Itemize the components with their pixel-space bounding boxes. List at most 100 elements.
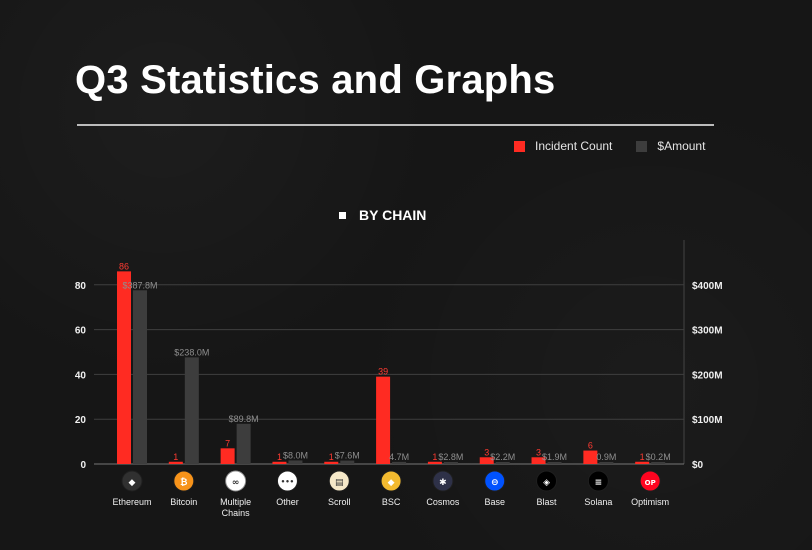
base-icon: ⊖ [484,470,506,492]
data-labels: 86$387.8M1$238.0M7$89.8M1 $8.0M 1 $7.6M394.… [119,261,671,462]
cosmos-icon-circle [432,470,454,492]
chart-legend: Incident Count $Amount [514,139,705,153]
chart-title-marker [339,211,346,219]
bars [117,271,666,464]
multiple-chains-icon-circle [225,470,247,492]
multiple-chains-icon-glyph: ∞ [232,478,240,488]
category-label: Blast [537,497,558,507]
solana-icon: ≡ [587,470,609,492]
blast-icon-circle [536,470,558,492]
incident-count-bar [324,461,339,464]
left-axis-tick-label: 60 [75,326,87,337]
category-label: Optimism [631,497,669,507]
amount-label: 0.9M [596,452,616,462]
cosmos-icon: ✱ [432,470,454,492]
incident-count-label: 3 [536,447,541,457]
amount-bar [184,357,199,464]
chart-title-text: BY CHAIN [359,207,427,223]
solana-icon-circle [587,470,609,492]
incident-count-label: 1 [329,452,334,462]
scroll-icon-glyph: ▤ [335,478,344,488]
amount-label: 4.7M [389,452,409,462]
incident-count-bar [220,448,235,464]
cosmos-icon-glyph: ✱ [439,478,447,488]
right-axis-tick-label: $400M [692,281,723,292]
category-label: Other [276,497,299,507]
legend-label-amount: $Amount [657,139,706,153]
incident-count-bar [635,461,650,464]
amount-label: $238.0M [174,347,209,357]
left-axis-tick-label: 20 [75,415,87,426]
amount-bar [547,462,562,464]
left-axis: 0 20 40 60 80 [75,281,87,471]
other-icon-glyph: ••• [281,478,294,486]
left-axis-tick-label: 0 [80,460,86,471]
amount-bar [599,462,614,464]
left-axis-tick-label: 40 [75,370,87,381]
other-icon-circle [276,470,298,492]
category-label: Cosmos [426,497,460,507]
amount-label: $89.8M [229,414,259,424]
amount-bar [236,423,251,464]
amount-label: $8.0M [283,450,308,460]
legend-label-incident-count: Incident Count [535,139,613,153]
category-label: Multiple [220,497,251,507]
incident-count-label: 1 [173,452,178,462]
amount-bar [340,460,355,464]
blast-icon-glyph: ◈ [543,478,550,488]
incident-count-label: 7 [225,438,230,448]
amount-bar [392,461,407,464]
bsc-icon-glyph: ◆ [388,478,395,488]
bsc-icon-circle [380,470,402,492]
incident-count-label: 86 [119,261,129,271]
amount-bar [443,462,458,464]
bitcoin-icon-circle [173,470,195,492]
amount-label: $2.2M [490,452,515,462]
incident-count-label: 3 [484,447,489,457]
incident-count-label: 6 [588,441,593,451]
ethereum-icon-circle [121,470,143,492]
left-axis-tick-label: 80 [75,281,87,292]
legend-swatch-incident-count [514,140,525,152]
solana-icon-glyph: ≡ [595,478,603,488]
scroll-icon-circle [328,470,350,492]
incident-count-bar [117,271,131,464]
blast-icon: ◈ [536,470,558,492]
chart-title: BY CHAIN [339,207,426,223]
legend-item-incident-count: Incident Count [514,139,612,153]
category-label: Bitcoin [170,497,197,507]
bsc-icon: ◆ [380,470,402,492]
incident-count-label: 1 [640,452,645,462]
incident-count-bar [376,376,391,464]
base-icon-glyph: ⊖ [491,478,499,488]
other-icon: ••• [276,470,298,492]
amount-bar [133,290,147,464]
incident-count-bar [583,450,598,464]
incident-count-bar [168,461,183,464]
incident-count-bar [531,457,546,464]
optimism-icon-glyph: OP [645,479,656,487]
amount-label: $387.8M [122,280,157,290]
right-axis: $0 $100M $200M $300M $400M [692,281,723,471]
category-label: Scroll [328,497,351,507]
amount-label: $1.9M [542,452,567,462]
amount-label: $7.6M [335,451,360,461]
legend-item-amount: $Amount [636,139,705,153]
incident-count-bar [479,457,494,464]
incident-count-bar [272,461,287,464]
incident-count-label: 39 [378,367,388,377]
ethereum-icon-glyph: ◆ [129,478,136,488]
amount-bar [288,460,303,464]
scroll-icon: ▤ [328,470,350,492]
category-label: Solana [584,497,612,507]
incident-count-label: 1 [432,452,437,462]
legend-swatch-amount [636,140,648,152]
category-label: Chains [222,508,251,518]
page-title: Q3 Statistics and Graphs [75,58,556,102]
amount-bar [651,462,666,464]
multiple-chains-icon: ∞ [225,470,247,492]
title-divider [77,124,714,126]
